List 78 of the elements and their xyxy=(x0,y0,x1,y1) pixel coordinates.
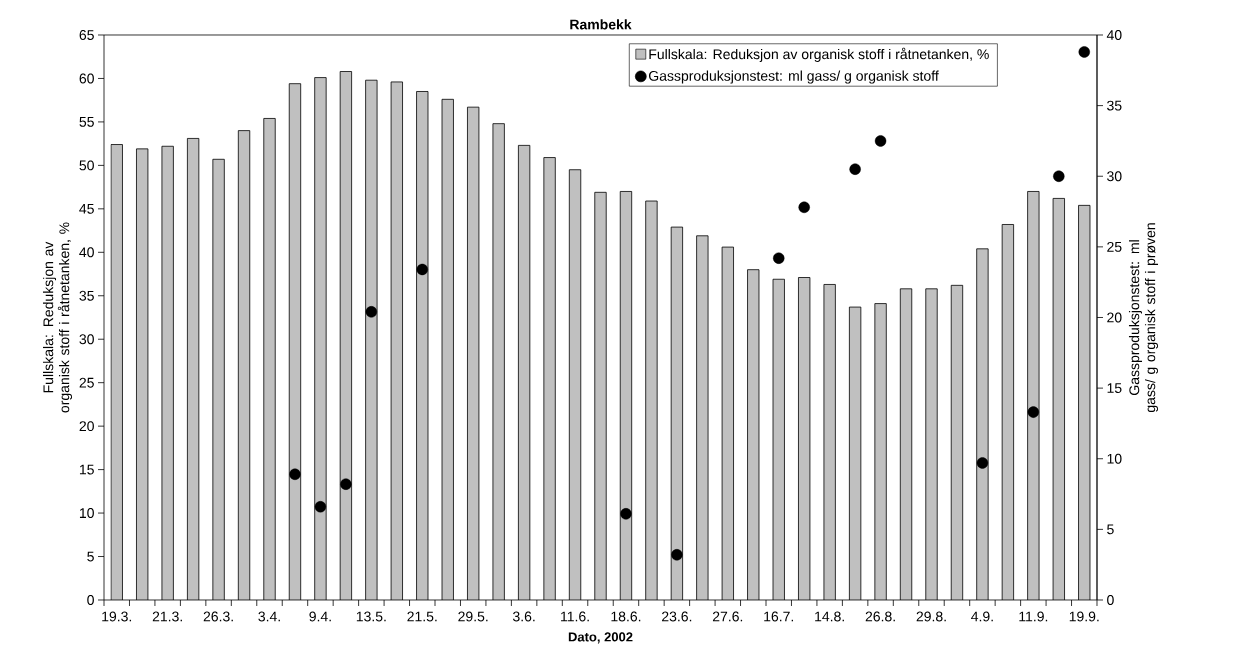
point xyxy=(798,201,810,214)
bar xyxy=(339,71,353,600)
y2-tick-label: 40 xyxy=(1106,30,1122,40)
y2-tick-label: 30 xyxy=(1107,171,1122,182)
point xyxy=(365,306,378,318)
x-tick-label: 21.5. xyxy=(407,611,437,622)
y-tick-label: 5 xyxy=(87,551,94,562)
legend-label: Gassproduksjonstest: ml gass/ g organisk stoff xyxy=(649,70,939,84)
point xyxy=(874,135,887,147)
point xyxy=(416,263,428,276)
x-tick-label: 3.6. xyxy=(512,611,535,622)
x-tick-label: 29.5. xyxy=(458,611,488,622)
point xyxy=(671,549,683,561)
point xyxy=(1078,46,1090,58)
x-tick-label: 23.6. xyxy=(662,611,692,622)
x-tick-label: 21.3. xyxy=(152,611,182,622)
x-tick-label: 18.6. xyxy=(611,611,641,622)
bar xyxy=(263,118,276,600)
x-tick-label: 16.7. xyxy=(764,611,794,622)
point xyxy=(849,163,861,175)
y2-tick-label: 20 xyxy=(1107,312,1122,323)
y-tick-label: 55 xyxy=(79,117,94,127)
x-tick-label: 26.8. xyxy=(865,611,895,622)
y-tick-label: 30 xyxy=(79,334,94,345)
bar xyxy=(670,226,684,600)
x-axis-title: Dato, 2002 xyxy=(568,632,633,644)
y-tick-label: 25 xyxy=(79,377,94,388)
y-tick-label: 35 xyxy=(79,290,94,301)
x-tick-label: 26.3. xyxy=(203,611,233,622)
bar xyxy=(1027,191,1040,600)
point xyxy=(289,468,301,480)
bar xyxy=(645,200,658,600)
y2-tick-label: 35 xyxy=(1107,100,1122,111)
x-tick-label: 13.5. xyxy=(356,611,386,622)
chart-title: Rambekk xyxy=(570,19,632,30)
x-tick-label: 19.3. xyxy=(102,611,132,622)
y2-tick-label: 10 xyxy=(1107,453,1122,464)
bar xyxy=(874,303,887,600)
point xyxy=(976,457,989,469)
point xyxy=(340,478,352,490)
bar xyxy=(314,77,327,600)
point xyxy=(314,501,327,513)
point xyxy=(620,508,632,520)
y-tick-label: 60 xyxy=(79,73,94,84)
y-tick-label: 50 xyxy=(79,160,94,171)
x-tick-label: 3.4. xyxy=(258,611,280,622)
y2-tick-label: 0 xyxy=(1107,595,1114,605)
bar xyxy=(594,191,607,600)
y-tick-label: 20 xyxy=(79,421,94,432)
y-tick-label: 0 xyxy=(87,595,94,605)
x-tick-label: 4.9. xyxy=(971,611,993,622)
point xyxy=(1053,170,1065,182)
bar xyxy=(976,248,989,600)
y2-tick-label: 15 xyxy=(1107,383,1122,393)
y2-tick-label: 25 xyxy=(1107,241,1122,252)
y-axis-title: Fullskala: Reduksjon av organisk stoff i råtnetanken, % xyxy=(42,222,73,413)
x-tick-label: 11.6. xyxy=(561,611,589,622)
y-tick-label: 15 xyxy=(79,464,94,475)
point xyxy=(1027,406,1040,418)
legend-label: Fullskala: Reduksjon av organisk stoff i råtnetanken, % xyxy=(649,47,989,62)
y-tick-label: 45 xyxy=(79,203,94,214)
y-tick-label: 10 xyxy=(79,508,94,519)
y-tick-label: 65 xyxy=(79,30,94,40)
x-tick-label: 19.9. xyxy=(1069,611,1099,622)
y2-tick-label: 5 xyxy=(1107,524,1114,535)
x-tick-label: 27.6. xyxy=(712,611,743,622)
bar xyxy=(365,79,378,600)
bar xyxy=(416,91,429,600)
x-tick-label: 11.9. xyxy=(1019,611,1048,622)
y-tick-label: 40 xyxy=(79,247,94,258)
bar xyxy=(288,83,302,600)
point xyxy=(773,252,785,264)
bar xyxy=(925,288,938,600)
bar xyxy=(619,191,633,600)
x-tick-label: 14.8. xyxy=(815,611,844,622)
x-tick-label: 29.8. xyxy=(916,611,946,622)
y2-axis-title: Gassproduksjonstest: ml gass/ g organisk stoff i prøven xyxy=(1128,223,1159,413)
x-tick-label: 9.4. xyxy=(309,611,331,622)
